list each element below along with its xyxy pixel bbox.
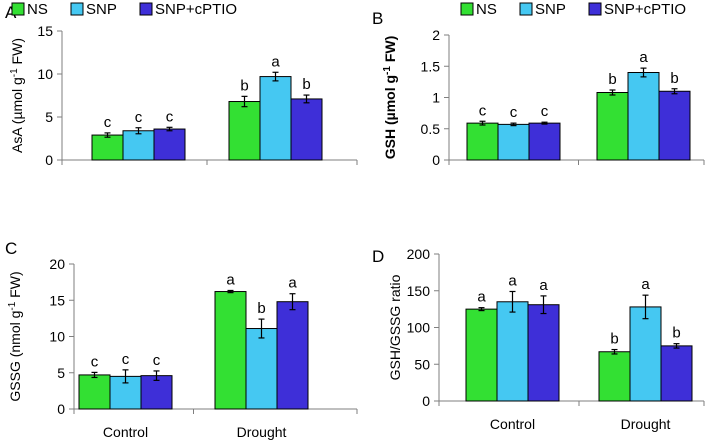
bar-ns-control: [466, 122, 499, 161]
bar-snpcptio-drought: [660, 345, 693, 402]
bar-snp-control: [497, 123, 530, 161]
bar-snp-drought: [629, 306, 662, 402]
y-axis-label: AsA (µmol g-1 FW): [9, 38, 25, 153]
significance-letter: c: [122, 351, 130, 368]
legend-label: SNP: [535, 1, 566, 18]
significance-letter: a: [641, 276, 650, 293]
bar-snp-control: [496, 301, 529, 402]
bar-snpcptio-control: [153, 128, 186, 161]
y-tick-label: 100: [407, 320, 431, 336]
significance-letter: a: [477, 289, 486, 306]
bar-snpcptio-drought: [276, 301, 309, 410]
y-tick-label: 15: [49, 292, 65, 308]
significance-letter: b: [257, 300, 265, 317]
legend: NS SNP SNP+cPTIO: [11, 1, 237, 18]
y-tick-label: 150: [407, 283, 431, 299]
legend-label: SNP: [86, 1, 117, 18]
significance-letter: c: [104, 114, 112, 131]
y-tick-label: 5: [57, 365, 65, 381]
legend-swatch: [460, 2, 474, 16]
y-tick-label: 0: [432, 152, 440, 168]
x-tick-label: Control: [103, 424, 148, 440]
x-tick-label: Drought: [621, 416, 671, 432]
bar-snpcptio-drought: [658, 90, 691, 161]
y-tick-label: 20: [49, 256, 65, 272]
significance-letter: b: [302, 76, 310, 93]
y-tick-label: 10: [49, 329, 65, 345]
y-tick-label: 1.5: [421, 58, 441, 74]
bar-snp-drought: [627, 72, 660, 161]
x-tick-label: Drought: [237, 424, 287, 440]
legend-swatch: [70, 2, 84, 16]
bar-ns-drought: [214, 291, 247, 410]
bar-snpcptio-drought: [290, 98, 323, 161]
y-tick-label: 10: [37, 66, 53, 82]
legend-label: NS: [476, 1, 497, 18]
significance-letter: c: [153, 352, 161, 369]
legend: NS SNP SNP+cPTIO: [460, 1, 686, 18]
y-tick-label: 5: [45, 109, 53, 125]
significance-letter: c: [541, 103, 549, 120]
y-axis-label: GSH/GSSG ratio: [387, 274, 403, 380]
y-axis-label: GSSG (nmol g-1 FW): [7, 271, 23, 401]
legend-label: SNP+cPTIO: [155, 1, 237, 18]
bar-ns-control: [91, 134, 124, 161]
bar-snp-drought: [259, 76, 292, 161]
significance-letter: a: [271, 53, 280, 70]
significance-letter: c: [135, 109, 143, 126]
significance-letter: b: [670, 70, 678, 87]
legend-swatch: [11, 2, 25, 16]
y-tick-label: 0.5: [421, 121, 441, 137]
y-axis-label: GSH (µmol g-1 FW): [382, 36, 398, 160]
bar-snp-drought: [245, 328, 278, 410]
significance-letter: a: [226, 271, 235, 288]
y-tick-label: 15: [37, 23, 53, 39]
y-tick-label: 0: [45, 152, 53, 168]
significance-letter: a: [508, 272, 517, 289]
bar-snpcptio-control: [527, 304, 560, 402]
panel-b: B 0 0.5 1 1.5 2 GSH (µmol g-1 FW) c c c b a b NS SNP SN…: [372, 1, 705, 168]
bar-snp-control: [122, 130, 155, 161]
significance-letter: b: [610, 331, 618, 348]
significance-letter: c: [479, 102, 487, 119]
y-tick-label: 1: [432, 90, 440, 106]
significance-letter: b: [608, 71, 616, 88]
significance-letter: a: [639, 49, 648, 66]
panel-letter: C: [5, 239, 17, 258]
y-tick-label: 50: [414, 356, 430, 372]
bar-ns-drought: [228, 101, 261, 161]
bar-ns-drought: [596, 92, 629, 161]
significance-letter: b: [672, 325, 680, 342]
significance-letter: a: [539, 277, 548, 294]
significance-letter: b: [240, 77, 248, 94]
legend-swatch: [139, 2, 153, 16]
x-tick-label: Control: [490, 416, 535, 432]
y-tick-label: 0: [422, 393, 430, 409]
legend-label: NS: [27, 1, 48, 18]
bar-snpcptio-control: [140, 375, 173, 410]
significance-letter: a: [288, 275, 297, 292]
legend-swatch: [519, 2, 533, 16]
panel-c: C 0 5 10 15 20 GSSG (nmol g-1 FW) c c c Control a b a…: [5, 239, 358, 440]
panel-letter: D: [372, 247, 384, 266]
bar-ns-control: [465, 308, 498, 402]
bar-ns-control: [78, 374, 111, 410]
significance-letter: c: [91, 353, 99, 370]
y-tick-label: 200: [407, 246, 431, 262]
y-tick-label: 2: [432, 27, 440, 43]
panel-letter: B: [372, 9, 383, 28]
y-tick-label: 0: [57, 401, 65, 417]
significance-letter: c: [510, 104, 518, 121]
bar-snpcptio-control: [528, 122, 561, 161]
bar-ns-drought: [598, 351, 631, 402]
legend-label: SNP+cPTIO: [604, 1, 686, 18]
significance-letter: c: [166, 108, 174, 125]
legend-swatch: [588, 2, 602, 16]
